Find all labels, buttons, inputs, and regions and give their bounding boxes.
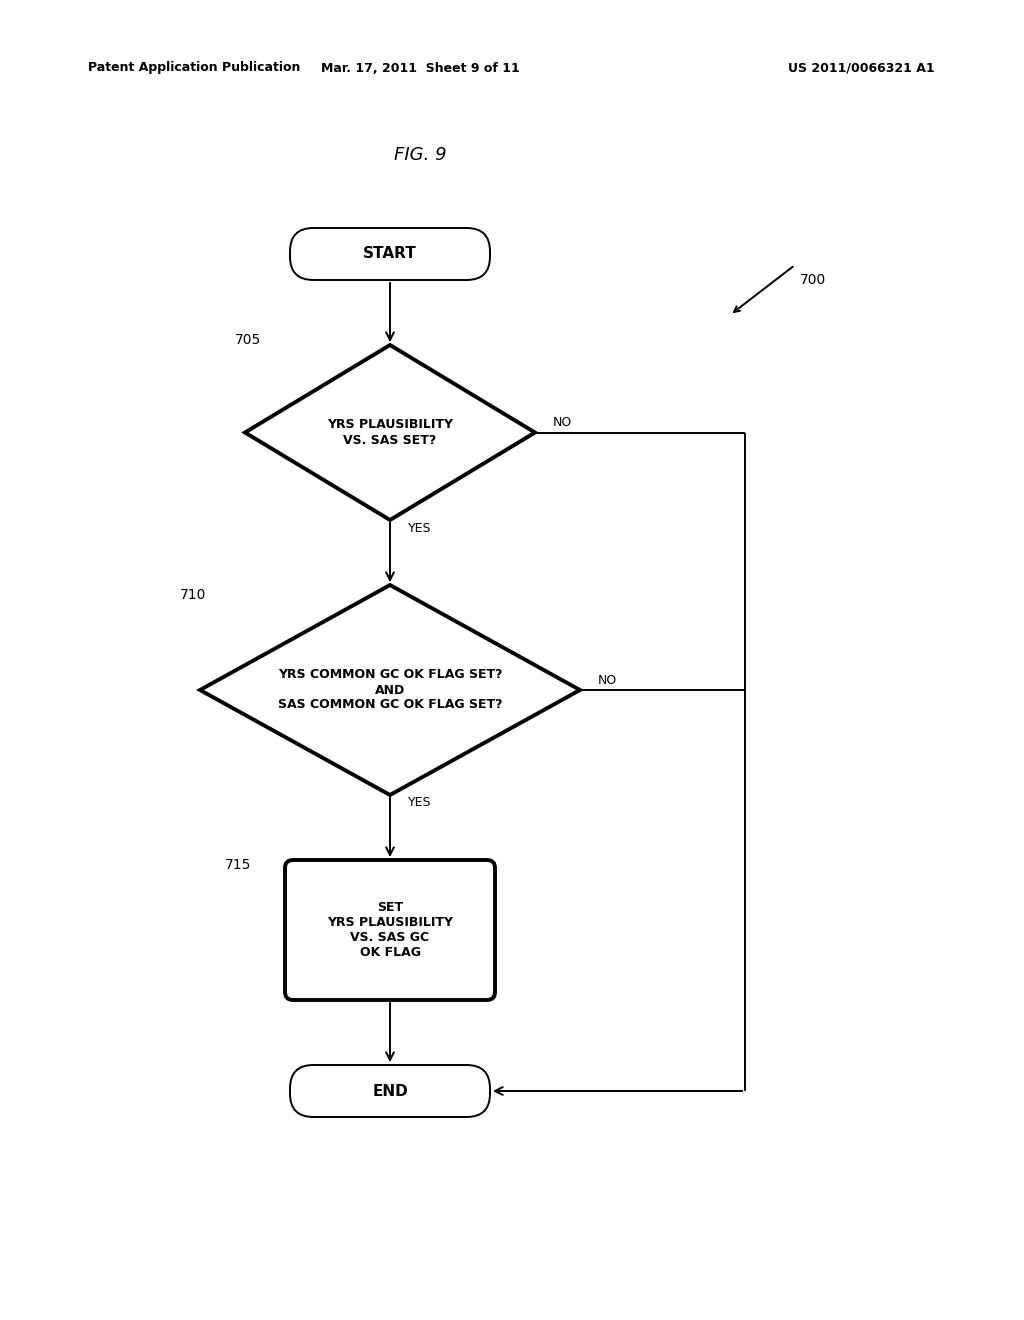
Text: NO: NO: [553, 416, 572, 429]
Polygon shape: [200, 585, 580, 795]
Text: END: END: [372, 1084, 408, 1098]
Text: YES: YES: [408, 521, 431, 535]
Text: 705: 705: [234, 333, 261, 347]
Text: FIG. 9: FIG. 9: [393, 147, 446, 164]
FancyBboxPatch shape: [285, 861, 495, 1001]
Text: US 2011/0066321 A1: US 2011/0066321 A1: [788, 62, 935, 74]
Text: 710: 710: [180, 587, 207, 602]
Text: YRS COMMON GC OK FLAG SET?
AND
SAS COMMON GC OK FLAG SET?: YRS COMMON GC OK FLAG SET? AND SAS COMMO…: [278, 668, 502, 711]
Text: YRS PLAUSIBILITY
VS. SAS SET?: YRS PLAUSIBILITY VS. SAS SET?: [327, 418, 453, 446]
Polygon shape: [245, 345, 535, 520]
Text: Mar. 17, 2011  Sheet 9 of 11: Mar. 17, 2011 Sheet 9 of 11: [321, 62, 519, 74]
Text: YES: YES: [408, 796, 431, 809]
FancyBboxPatch shape: [290, 1065, 490, 1117]
Text: START: START: [364, 247, 417, 261]
Text: 700: 700: [800, 273, 826, 286]
Text: 715: 715: [225, 858, 251, 873]
Text: SET
YRS PLAUSIBILITY
VS. SAS GC
OK FLAG: SET YRS PLAUSIBILITY VS. SAS GC OK FLAG: [327, 902, 453, 960]
Text: Patent Application Publication: Patent Application Publication: [88, 62, 300, 74]
FancyBboxPatch shape: [290, 228, 490, 280]
Text: NO: NO: [598, 673, 617, 686]
